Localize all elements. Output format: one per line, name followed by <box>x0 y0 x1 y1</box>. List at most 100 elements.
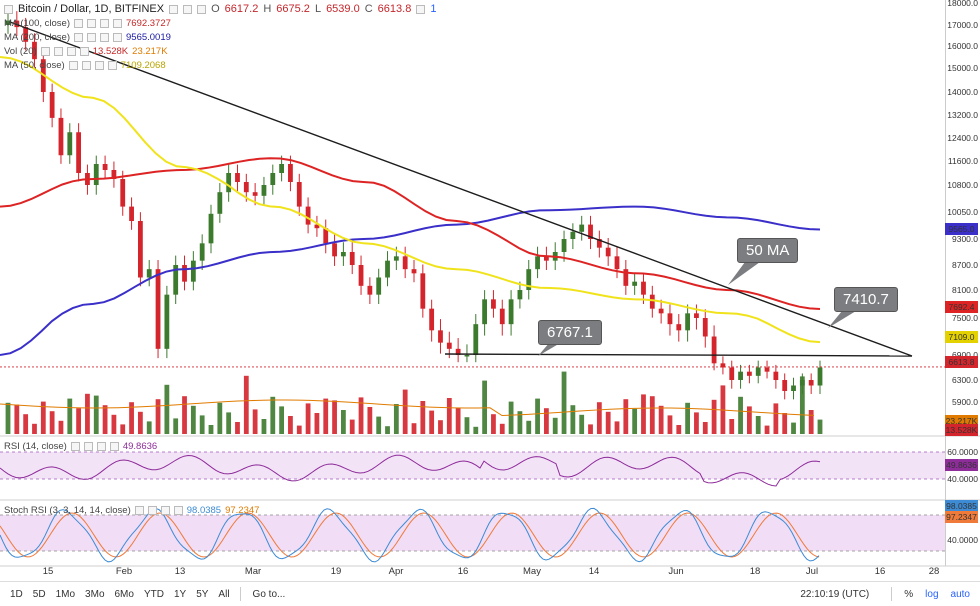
volume-bar <box>702 422 708 434</box>
volume-bar <box>393 404 399 434</box>
callout-pointer <box>828 311 856 328</box>
support-trendline <box>444 353 913 357</box>
callout-pointer <box>728 262 760 285</box>
settings-icon[interactable] <box>83 442 93 451</box>
candle-body <box>588 224 593 239</box>
eye-icon[interactable] <box>40 47 50 56</box>
close-icon[interactable] <box>96 442 106 451</box>
eye-icon[interactable] <box>134 506 144 515</box>
price-tick-label: 8100.0 <box>952 285 978 295</box>
volume-bar <box>340 410 346 434</box>
price-axis[interactable]: 18000.0 17000.0 16000.0 15000.0 14000.0 13200… <box>945 0 980 566</box>
eye-icon[interactable] <box>169 4 179 14</box>
rsi-legend[interactable]: RSI (14, close) 49.8636 <box>4 441 157 452</box>
eye-icon[interactable] <box>68 61 78 70</box>
low-label: L <box>314 3 322 15</box>
settings-icon[interactable] <box>81 61 91 70</box>
candle-body <box>243 182 249 193</box>
log-toggle[interactable]: log <box>925 588 939 600</box>
overlay-ma50[interactable]: MA (50, close) 7109.2068 <box>4 60 166 71</box>
close-icon[interactable] <box>94 61 104 70</box>
settings-icon[interactable] <box>183 4 193 14</box>
close-icon[interactable] <box>197 4 207 14</box>
more-icon[interactable] <box>107 61 117 70</box>
overlay-ma100[interactable]: MA (100, close) 7692.3727 <box>4 18 171 29</box>
volume-bar <box>14 404 20 434</box>
stoch-legend[interactable]: Stoch RSI (3, 3, 14, 14, close) 98.0385 … <box>4 505 259 516</box>
volume-bar <box>455 407 461 434</box>
bottom-toolbar: 1D 5D 1Mo 3Mo 6Mo YTD 1Y 5Y All Go to...… <box>0 581 980 606</box>
time-tick-label: Feb <box>115 566 133 577</box>
volume-bar <box>58 420 64 434</box>
more-icon[interactable] <box>113 19 122 28</box>
flag-icon[interactable] <box>416 4 426 14</box>
close-icon[interactable] <box>66 47 76 56</box>
volume-bar <box>438 420 443 434</box>
percent-toggle[interactable]: % <box>904 588 914 600</box>
timeframe-5d[interactable]: 5D <box>32 588 46 600</box>
stoch-label: Stoch RSI (3, 3, 14, 14, close) <box>4 505 131 516</box>
settings-icon[interactable] <box>147 506 157 515</box>
goto-button[interactable]: Go to... <box>252 588 286 600</box>
eye-icon[interactable] <box>74 33 83 42</box>
more-icon[interactable] <box>113 33 122 42</box>
more-icon[interactable] <box>109 442 119 451</box>
close-icon[interactable] <box>100 19 109 28</box>
candle-body <box>208 213 214 244</box>
settings-icon[interactable] <box>87 33 96 42</box>
more-icon[interactable] <box>173 506 183 515</box>
settings-icon[interactable] <box>87 19 96 28</box>
volume-bar <box>305 403 311 434</box>
stoch-k-tag: 98.0385 <box>945 500 978 512</box>
utc-clock[interactable]: 22:10:19 (UTC) <box>800 588 870 600</box>
candle-body <box>632 281 638 286</box>
candle-body <box>526 269 532 290</box>
volume-bar <box>190 405 196 434</box>
time-axis[interactable]: 15 Feb 13 Mar 19 Apr 16 May 14 Jun 18 Jul 16 28 <box>0 566 945 580</box>
collapse-icon[interactable] <box>4 4 13 14</box>
close-icon[interactable] <box>160 506 170 515</box>
timeframe-5y[interactable]: 5Y <box>196 588 209 600</box>
timeframe-1y[interactable]: 1Y <box>173 588 187 600</box>
volume-ma-line <box>0 399 815 416</box>
time-tick-label: 13 <box>174 566 186 577</box>
price-tick-label: 16000.0 <box>947 41 978 51</box>
volume-bar <box>182 396 187 434</box>
volume-bar <box>817 419 823 434</box>
timeframe-6mo[interactable]: 6Mo <box>114 588 134 600</box>
timeframe-ytd[interactable]: YTD <box>143 588 164 600</box>
flag-count: 1 <box>430 3 437 15</box>
volume-bar <box>649 396 655 434</box>
timeframe-1mo[interactable]: 1Mo <box>55 588 76 600</box>
close-icon[interactable] <box>100 33 109 42</box>
volume-bar <box>296 425 302 434</box>
candle-body <box>332 243 337 257</box>
candle-body <box>614 256 620 270</box>
candle-body <box>561 239 567 252</box>
volume-bar <box>155 399 161 434</box>
candle-body <box>305 206 311 225</box>
candle-body <box>411 269 417 274</box>
candle-body <box>464 355 470 357</box>
auto-toggle[interactable]: auto <box>950 588 970 600</box>
price-tick-label: 5900.0 <box>952 397 978 407</box>
volume-bar <box>252 409 258 434</box>
timeframe-3mo[interactable]: 3Mo <box>85 588 105 600</box>
candle-body <box>235 173 240 182</box>
timeframe-1d[interactable]: 1D <box>10 588 23 600</box>
volume-bar <box>261 419 267 434</box>
eye-icon[interactable] <box>74 19 83 28</box>
timeframe-all[interactable]: All <box>218 588 230 600</box>
more-icon[interactable] <box>79 47 89 56</box>
eye-icon[interactable] <box>70 442 80 451</box>
overlay-label: MA (100, close) <box>4 18 70 29</box>
overlay-ma200[interactable]: MA (200, close) 9565.0019 <box>4 32 171 43</box>
volume-bar <box>358 397 364 434</box>
settings-icon[interactable] <box>53 47 63 56</box>
candle-body <box>570 231 576 239</box>
time-tick-label: May <box>523 566 541 577</box>
price-tick-label: 6900.0 <box>952 350 978 360</box>
overlay-volume[interactable]: Vol (20) 13.528K 23.217K <box>4 46 168 57</box>
candle-body <box>658 308 664 314</box>
